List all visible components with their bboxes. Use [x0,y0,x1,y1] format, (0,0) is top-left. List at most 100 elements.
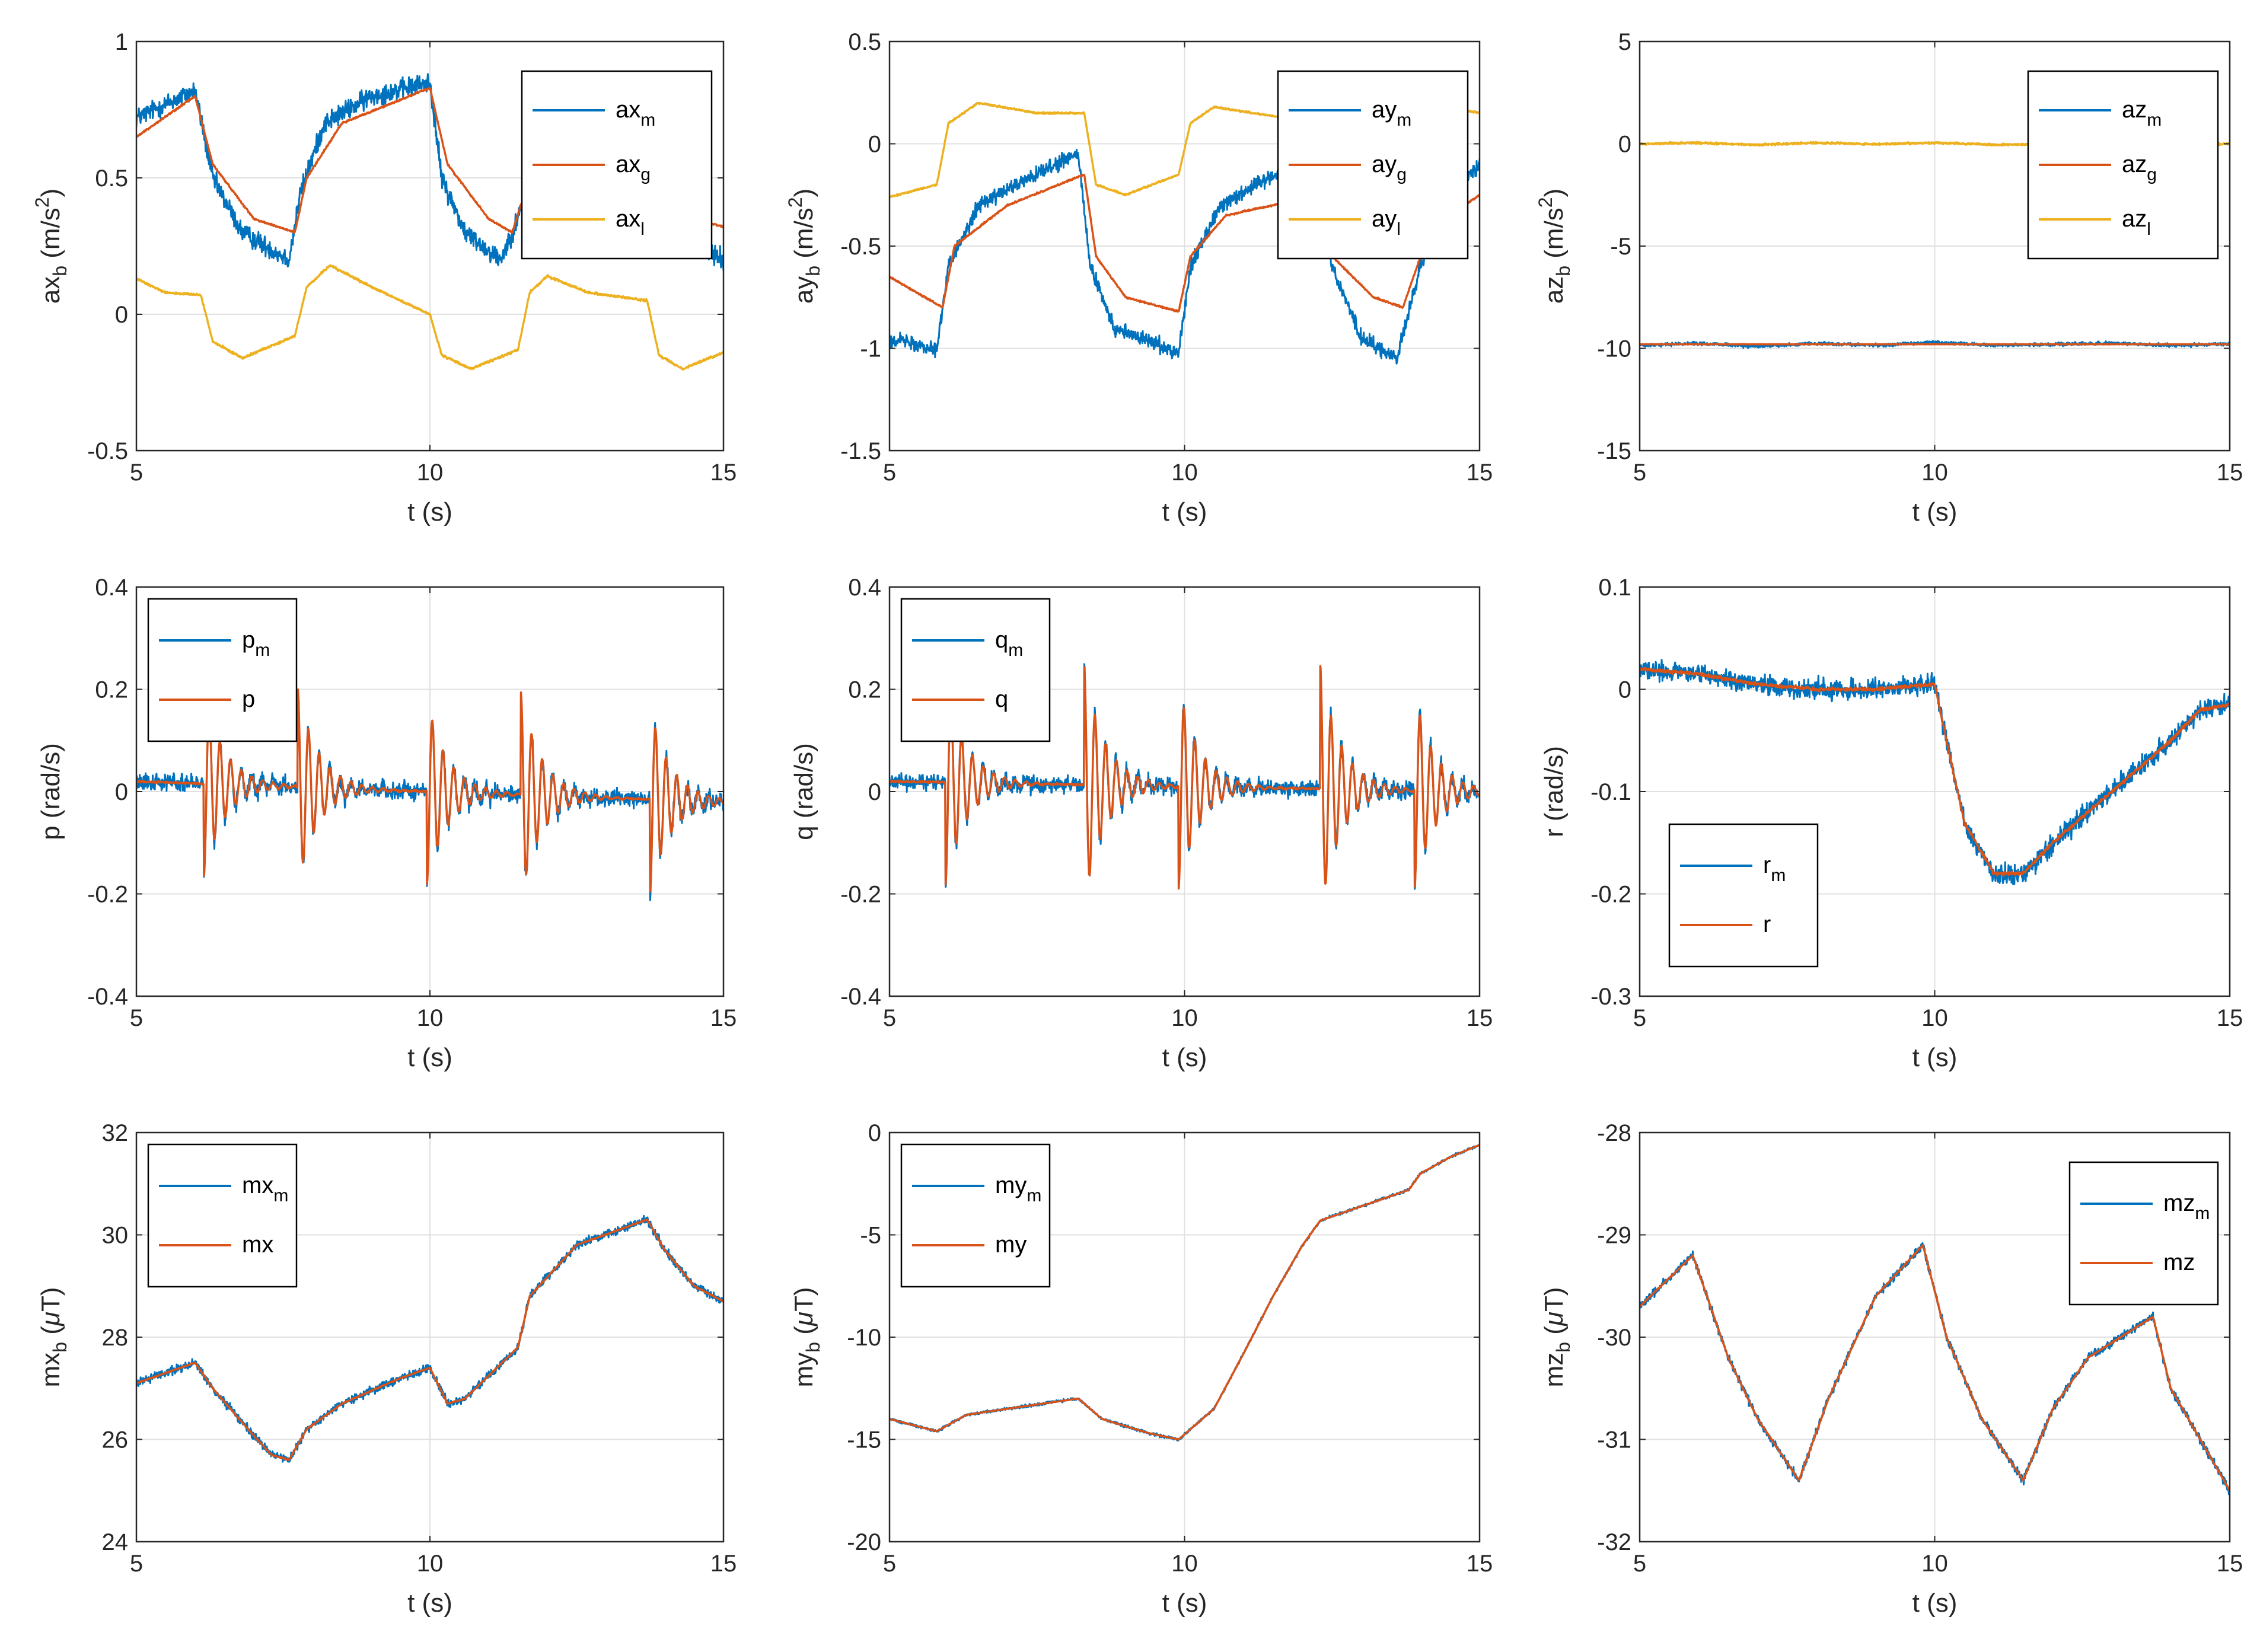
x-tick-label: 5 [883,1005,896,1031]
x-axis-label: t (s) [1162,497,1207,527]
legend-label: axm [616,97,655,130]
y-tick-label: -1.5 [840,438,881,464]
series-line-mz [1640,1243,2230,1491]
y-tick-label: -29 [1597,1223,1631,1249]
y-label-unit: ( [36,1326,65,1342]
y-axis-label: mxb (μT) [36,1287,71,1388]
y-axis-label: r (rad/s) [1539,746,1569,837]
x-tick-label: 10 [1921,1551,1948,1577]
legend-label-name: p [242,686,255,712]
x-tick-label: 10 [1921,460,1948,486]
y-label-unit: (m/s [1539,208,1569,266]
y-label-sup: 2 [31,197,53,208]
subplot-q: 5 10 15-0.4-0.200.20.4t (s)q (rad/s)qmq [789,575,1493,1072]
y-tick-label: 30 [102,1223,129,1249]
series-group [1640,659,2230,885]
legend-label-sub: m [273,1186,288,1205]
y-tick-label: 0 [115,302,128,328]
legend: qmq [900,598,1051,742]
x-tick-label: 5 [883,460,896,486]
subplot-p: 5 10 15-0.4-0.200.20.4t (s)p (rad/s)pmp [36,575,737,1072]
y-label-tail: T) [1539,1287,1569,1312]
legend-label: axl [616,206,645,239]
legend-box [1668,823,1819,968]
x-tick-label: 15 [1467,1551,1493,1577]
y-axis-label: azb (m/s2) [1535,189,1574,304]
legend-box [2068,1161,2219,1306]
y-label-tail: T) [789,1287,818,1312]
legend-label: pm [242,627,270,660]
subplot-r: 5 10 15-0.3-0.2-0.100.1t (s)r (rad/s)rmr [1539,575,2243,1072]
y-tick-label: -0.2 [1590,882,1631,908]
legend-label: mx [242,1232,273,1258]
series-group [890,1144,1480,1442]
x-tick-label: 5 [130,1005,143,1031]
y-label-unit: (m/s [36,208,65,266]
x-tick-label: 5 [1633,1005,1646,1031]
legend-label-name: ay [1372,97,1397,123]
y-tick-label: 0 [1618,677,1631,703]
legend-label-name: my [995,1172,1027,1198]
y-tick-label: 0.5 [95,165,128,192]
y-label-tail: ) [789,189,818,197]
legend-label-sub: m [1397,110,1411,130]
y-tick-label: 0 [868,1120,881,1146]
legend-label: p [242,686,255,712]
series-line-mx [136,1219,723,1461]
legend-label-name: my [995,1232,1027,1258]
legend-box [147,598,298,742]
legend-label: my [995,1232,1027,1258]
x-axis-label: t (s) [1912,1589,1958,1618]
y-label-name: my [789,1353,818,1388]
legend-label-name: r [1763,911,1771,937]
legend: pm p [147,598,298,742]
y-label-name: mz [1539,1353,1569,1388]
x-tick-label: 5 [883,1551,896,1577]
y-tick-label: 0.1 [1598,575,1631,601]
y-tick-label: 0.5 [848,29,881,55]
legend-label-name: mz [2163,1190,2195,1216]
legend-label-name: q [995,686,1008,712]
x-tick-label: 15 [2217,460,2243,486]
y-axis-label: myb (μT) [789,1287,824,1388]
series-group [136,1214,723,1463]
x-tick-label: 15 [2217,1005,2243,1031]
y-label-unit: (rad/s) [1539,746,1569,828]
y-tick-label: 0 [115,779,128,805]
legend-label-name: ay [1372,151,1397,177]
series-line-q [890,665,1480,890]
y-tick-label: 26 [102,1427,129,1453]
y-label-sub: b [1553,1342,1574,1353]
y-tick-label: -30 [1597,1325,1631,1351]
legend-label-name: r [1763,852,1771,878]
x-axis-label: t (s) [407,1589,452,1618]
series-line-ay-m [890,149,1480,365]
y-tick-label: 0.2 [95,677,128,703]
legend-label: mxm [242,1172,288,1205]
y-tick-label: 0 [1618,132,1631,158]
y-label-tail: ) [36,189,65,197]
y-label-unit: ( [1539,1326,1569,1342]
y-axis-label: p (rad/s) [36,743,65,840]
y-tick-label: -15 [1597,438,1631,464]
legend-label-sub: m [255,640,270,660]
y-tick-label: -0.5 [87,438,128,464]
legend-label: r [1763,911,1771,937]
legend-label-name: az [2122,206,2147,232]
x-tick-label: 5 [1633,1551,1646,1577]
x-tick-label: 15 [710,1005,737,1031]
y-tick-label: -10 [847,1325,881,1351]
y-tick-label: -1 [860,336,881,362]
y-axis-label: mzb (μT) [1539,1287,1574,1388]
y-tick-label: -28 [1597,1120,1631,1146]
legend-label-sub: g [2147,165,2157,184]
y-tick-label: -0.5 [840,234,881,260]
y-tick-label: 28 [102,1325,129,1351]
y-tick-label: -31 [1597,1427,1631,1453]
